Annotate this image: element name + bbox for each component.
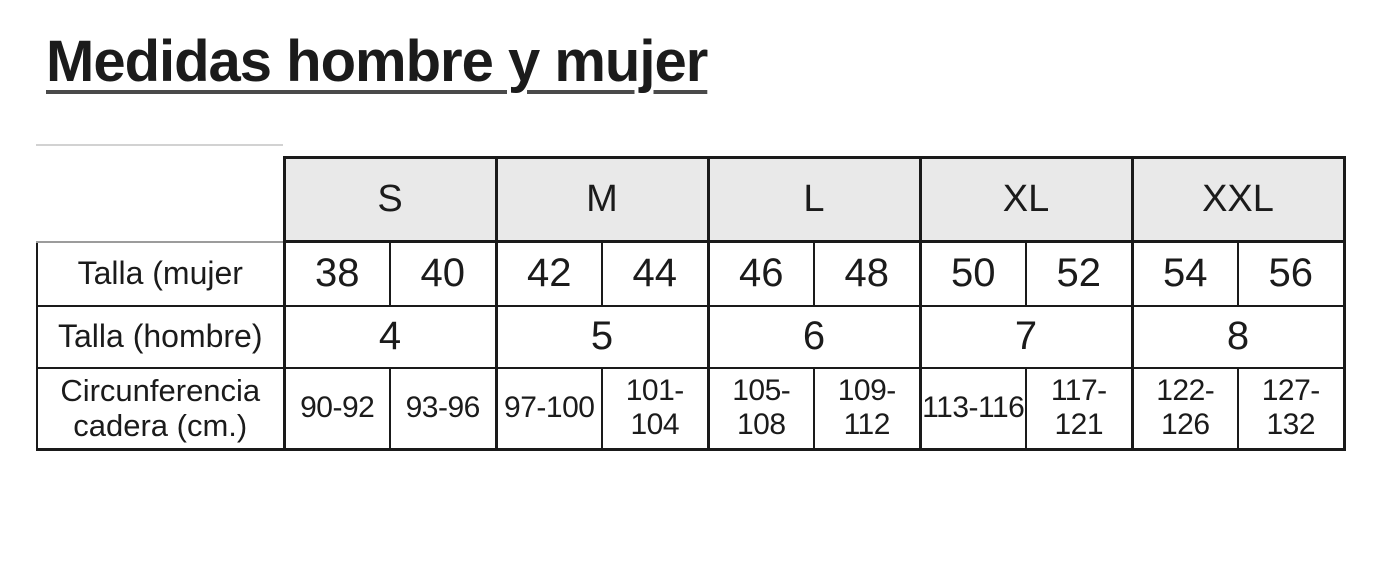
corner-empty-cell: [37, 158, 284, 242]
hip-range-cell: 109-112: [813, 366, 922, 451]
size-group-header: M: [494, 156, 710, 243]
hip-range-cell: 97-100: [494, 366, 603, 451]
men-size-cell: 5: [494, 304, 710, 369]
women-size-cell: 54: [1130, 240, 1239, 307]
hip-range-cell: 105-108: [706, 366, 815, 451]
women-size-cell: 48: [813, 240, 922, 307]
size-group-header: S: [282, 156, 498, 243]
women-size-cell: 46: [706, 240, 815, 307]
women-size-cell: 56: [1237, 240, 1346, 307]
women-size-cell: 44: [601, 240, 710, 307]
men-size-cell: 8: [1130, 304, 1346, 369]
hip-range-cell: 113-116: [918, 366, 1027, 451]
hip-range-cell: 90-92: [282, 366, 391, 451]
hip-range-cell: 93-96: [389, 366, 498, 451]
hip-range-cell: 127-132: [1237, 366, 1346, 451]
row-label: Talla (hombre): [36, 304, 285, 369]
women-size-row: Talla (mujer 38 40 42 44 46 48 50 52 54 …: [36, 240, 1346, 307]
women-size-cell: 52: [1025, 240, 1134, 307]
men-size-cell: 7: [918, 304, 1134, 369]
hip-range-cell: 122-126: [1130, 366, 1239, 451]
row-label: Circunferencia cadera (cm.): [36, 366, 285, 451]
hip-range-cell: 101-104: [601, 366, 710, 451]
size-header-row: S M L XL XXL: [37, 156, 1346, 243]
hip-circumference-row: Circunferencia cadera (cm.) 90-92 93-96 …: [36, 366, 1346, 451]
women-size-cell: 42: [494, 240, 603, 307]
women-size-cell: 50: [918, 240, 1027, 307]
size-group-header: XL: [918, 156, 1134, 243]
women-size-cell: 40: [389, 240, 498, 307]
men-size-row: Talla (hombre) 4 5 6 7 8: [36, 304, 1346, 369]
page-title: Medidas hombre y mujer: [46, 29, 708, 94]
men-size-cell: 4: [282, 304, 498, 369]
men-size-cell: 6: [706, 304, 922, 369]
size-group-header: XXL: [1130, 156, 1346, 243]
size-group-header: L: [706, 156, 922, 243]
faint-corner-border: [36, 144, 283, 146]
women-size-cell: 38: [282, 240, 391, 307]
hip-range-cell: 117-121: [1025, 366, 1134, 451]
size-chart-table: S M L XL XXL Talla (mujer 38 40 42 44 46…: [36, 156, 1346, 451]
row-label: Talla (mujer: [36, 240, 285, 307]
